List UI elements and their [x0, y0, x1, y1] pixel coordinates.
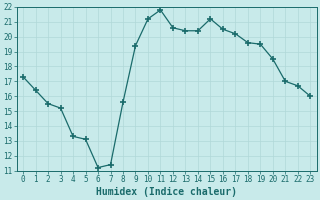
X-axis label: Humidex (Indice chaleur): Humidex (Indice chaleur): [96, 186, 237, 197]
